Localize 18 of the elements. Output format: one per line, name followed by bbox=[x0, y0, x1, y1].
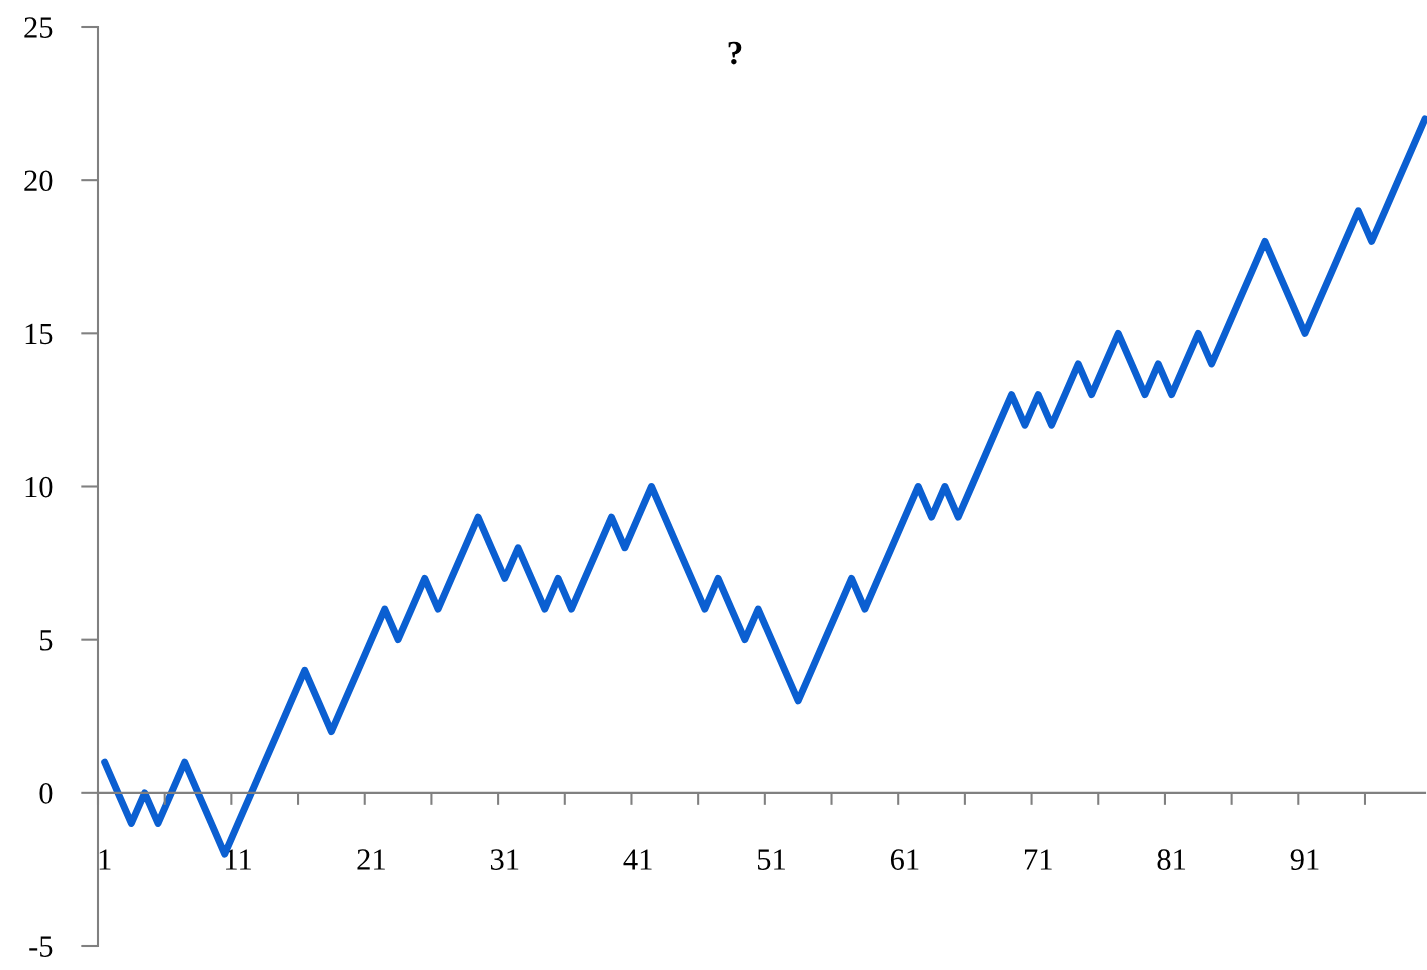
x-tick-label: 91 bbox=[1290, 849, 1319, 870]
y-tick-label: 15 bbox=[25, 323, 53, 345]
x-tick-label: 21 bbox=[357, 849, 385, 870]
y-tick-label: 25 bbox=[24, 17, 53, 38]
x-tick-label: 41 bbox=[623, 849, 652, 870]
x-tick-label: 31 bbox=[490, 849, 519, 870]
x-tick-label: 11 bbox=[226, 849, 251, 870]
y-tick-label: 20 bbox=[24, 170, 53, 192]
chart-title: ? bbox=[728, 41, 742, 65]
x-tick-label: 61 bbox=[890, 849, 919, 870]
x-tick-label: 71 bbox=[1024, 849, 1052, 870]
x-tick-label: 1 bbox=[99, 849, 111, 870]
y-tick-label: 0 bbox=[39, 783, 53, 804]
y-tick-label: 10 bbox=[25, 476, 53, 498]
x-tick-label: 51 bbox=[758, 849, 785, 870]
y-tick-label: -5 bbox=[29, 936, 53, 957]
x-tick-label: 81 bbox=[1157, 849, 1186, 870]
y-tick-label: 5 bbox=[40, 630, 53, 651]
